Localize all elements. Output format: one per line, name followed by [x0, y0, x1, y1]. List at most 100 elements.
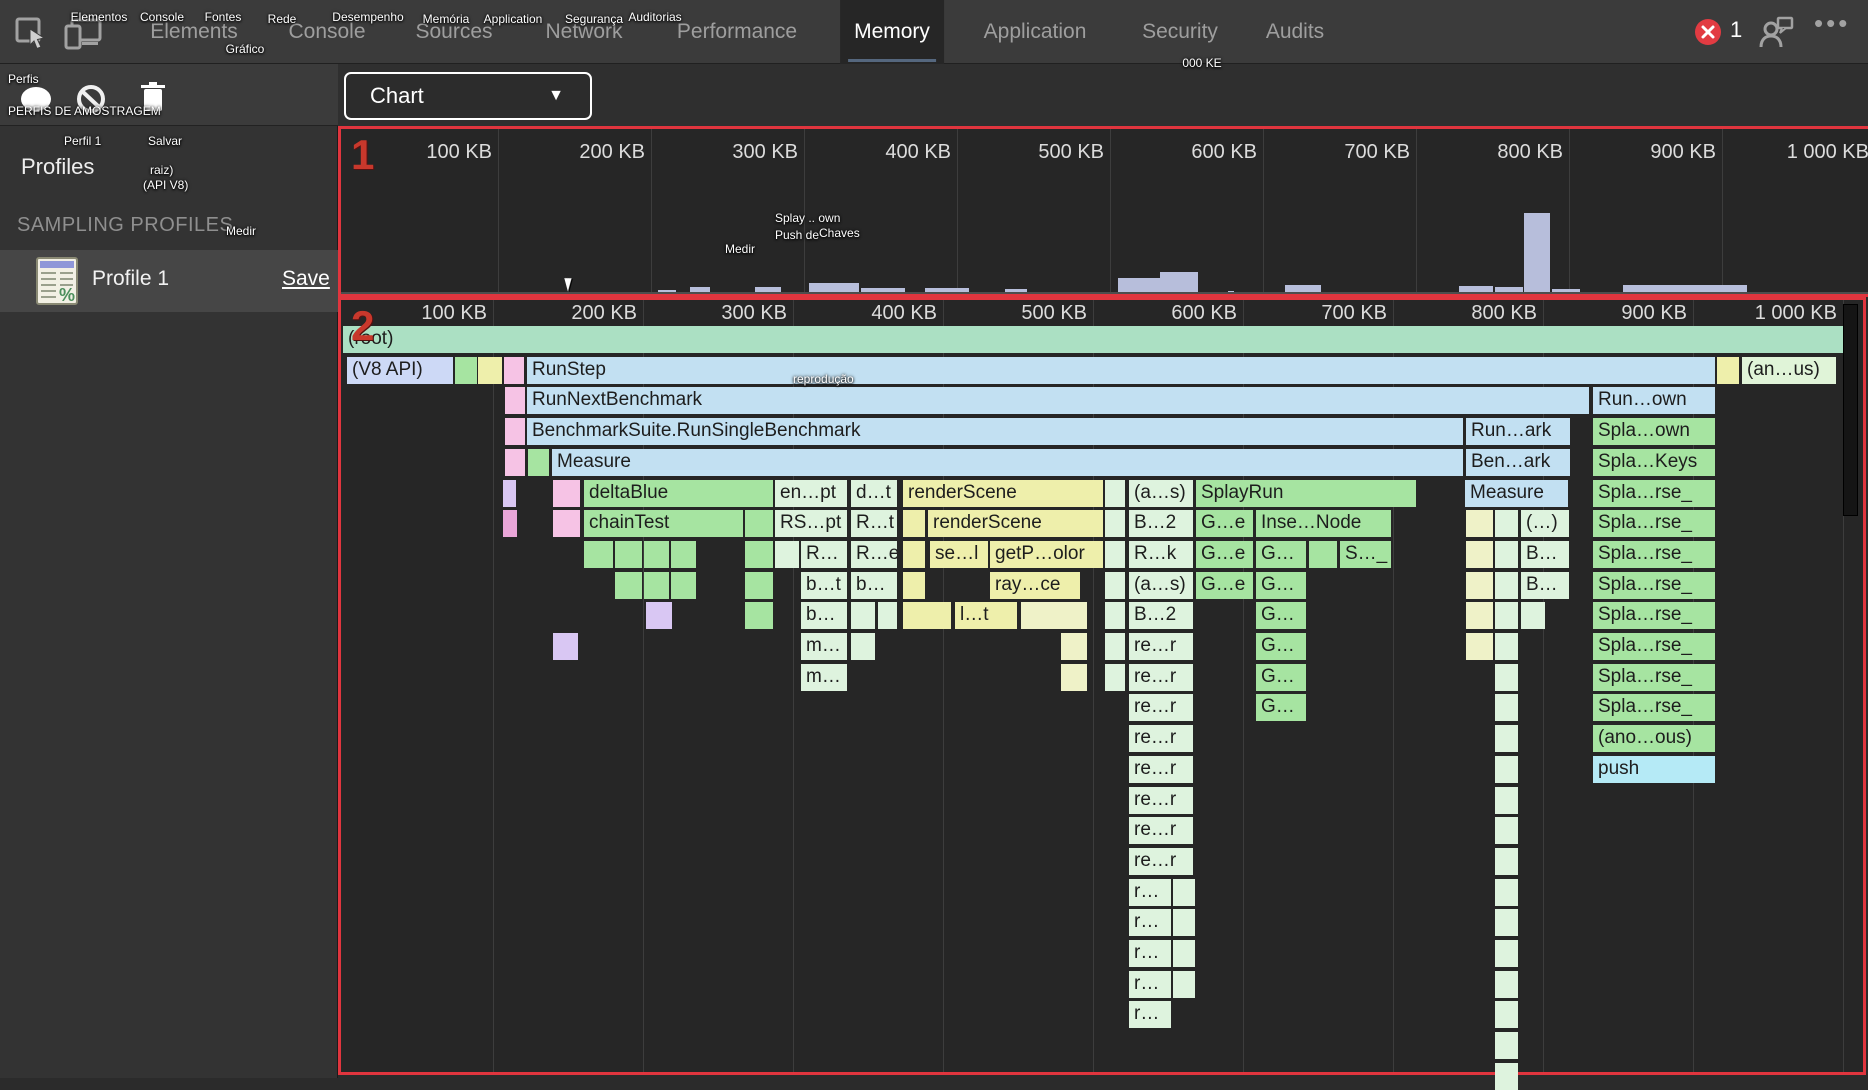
tab-application[interactable]: Application — [983, 20, 1087, 43]
flame-block[interactable] — [1466, 510, 1493, 538]
flame-block[interactable]: Inse…Node — [1256, 510, 1391, 538]
flame-block[interactable] — [1173, 970, 1195, 998]
vertical-scrollbar-thumb[interactable] — [1843, 304, 1858, 516]
flame-block[interactable]: Spla…rse_ — [1593, 633, 1715, 660]
flame-block[interactable] — [1495, 847, 1518, 875]
flame-block[interactable]: G… — [1256, 663, 1306, 691]
flame-block[interactable] — [1521, 602, 1545, 630]
flame-block[interactable] — [1309, 540, 1337, 568]
flame-block[interactable] — [553, 633, 578, 660]
flame-block[interactable] — [644, 540, 669, 568]
flame-block[interactable]: re…r — [1129, 725, 1193, 753]
flame-block[interactable] — [505, 418, 525, 446]
flame-block[interactable]: r… — [1129, 909, 1171, 937]
flame-block[interactable]: Spla…rse_ — [1593, 540, 1715, 568]
flame-block[interactable] — [1466, 633, 1493, 660]
flame-block[interactable] — [1495, 909, 1518, 937]
flame-block[interactable]: B…2 — [1129, 602, 1193, 630]
flame-block[interactable]: re…r — [1129, 663, 1193, 691]
flame-block[interactable] — [478, 356, 502, 384]
flame-block[interactable]: (an…us) — [1742, 356, 1836, 384]
trash-icon[interactable] — [140, 81, 166, 113]
flame-block[interactable]: SplayRun — [1196, 479, 1416, 507]
flame-block[interactable]: R…t — [851, 510, 897, 538]
flame-block[interactable]: B… — [1521, 540, 1569, 568]
flame-block[interactable] — [1105, 510, 1125, 538]
flame-block[interactable] — [1173, 909, 1195, 937]
flame-block[interactable] — [1173, 878, 1195, 906]
flame-block[interactable] — [1495, 633, 1518, 660]
flame-block[interactable]: getP…olor — [990, 540, 1103, 568]
flame-block[interactable]: b…t — [801, 571, 847, 599]
flame-block[interactable]: re…r — [1129, 694, 1193, 722]
flame-block[interactable] — [745, 571, 773, 599]
profile-list-item[interactable]: % Profile 1 Save — [0, 250, 338, 312]
flame-block[interactable] — [1717, 356, 1739, 384]
flame-block[interactable]: Spla…rse_ — [1593, 571, 1715, 599]
flame-block[interactable]: R…e — [851, 540, 897, 568]
flame-block[interactable] — [1495, 571, 1518, 599]
flame-block[interactable]: G… — [1256, 571, 1306, 599]
flame-block[interactable] — [505, 387, 525, 415]
tab-memory[interactable]: Memory — [840, 0, 944, 64]
flame-block[interactable]: re…r — [1129, 633, 1193, 660]
flame-block[interactable] — [1495, 510, 1518, 538]
flame-block[interactable] — [903, 602, 951, 630]
clear-profiles-icon[interactable] — [76, 84, 106, 114]
flame-block[interactable] — [1495, 1001, 1518, 1029]
tab-console[interactable]: Console — [288, 20, 366, 43]
flame-block[interactable] — [878, 602, 897, 630]
flame-block[interactable]: G…e — [1196, 540, 1253, 568]
flame-block[interactable]: Run…ark — [1466, 418, 1570, 446]
flame-block[interactable]: r… — [1129, 1001, 1171, 1029]
view-select[interactable]: Chart ▼ — [344, 72, 592, 120]
flame-block[interactable] — [553, 510, 580, 538]
flame-block[interactable]: Spla…own — [1593, 418, 1715, 446]
flame-block[interactable] — [1495, 970, 1518, 998]
flame-block[interactable]: b… — [801, 602, 847, 630]
flame-block[interactable] — [1495, 663, 1518, 691]
flame-block[interactable] — [1021, 602, 1087, 630]
flame-block[interactable]: ray…ce — [990, 571, 1080, 599]
flame-block[interactable]: (V8 API) — [347, 356, 453, 384]
flame-block[interactable]: G… — [1256, 694, 1306, 722]
flame-block[interactable]: B…2 — [1129, 510, 1193, 538]
flame-block[interactable]: re…r — [1129, 847, 1193, 875]
flame-block[interactable] — [1105, 571, 1125, 599]
flame-block[interactable]: G… — [1256, 602, 1306, 630]
flame-block[interactable]: renderScene — [928, 510, 1103, 538]
flame-block[interactable]: (a…s) — [1129, 479, 1193, 507]
flame-block[interactable] — [1495, 540, 1518, 568]
flame-block[interactable] — [1495, 1032, 1518, 1060]
flame-block[interactable]: G… — [1256, 540, 1306, 568]
flame-block[interactable] — [1173, 940, 1195, 967]
flame-block[interactable] — [1105, 479, 1125, 507]
flame-block[interactable]: re…r — [1129, 755, 1193, 783]
flame-block[interactable]: Spla…rse_ — [1593, 602, 1715, 630]
flame-block[interactable] — [851, 602, 875, 630]
flame-block[interactable] — [903, 510, 925, 538]
flame-block[interactable]: RunStep — [527, 356, 1715, 384]
save-profile-link[interactable]: Save — [282, 267, 330, 290]
flame-block[interactable] — [1495, 694, 1518, 722]
flame-block[interactable] — [671, 571, 696, 599]
flame-block[interactable] — [504, 356, 524, 384]
tab-performance[interactable]: Performance — [676, 20, 798, 43]
flame-block[interactable]: R…k — [1129, 540, 1193, 568]
flame-block[interactable]: BenchmarkSuite.RunSingleBenchmark — [527, 418, 1463, 446]
flame-block[interactable]: en…pt — [775, 479, 847, 507]
flame-block[interactable]: renderScene — [903, 479, 1103, 507]
flame-block[interactable]: Spla…rse_ — [1593, 694, 1715, 722]
flame-block[interactable]: Ben…ark — [1466, 448, 1570, 476]
flame-block[interactable] — [1495, 786, 1518, 814]
flame-block[interactable] — [1495, 725, 1518, 753]
flame-block[interactable]: (ano…ous) — [1593, 725, 1715, 753]
flame-block[interactable]: r… — [1129, 940, 1171, 967]
tab-security[interactable]: Security — [1142, 20, 1218, 43]
feedback-icon[interactable] — [1758, 16, 1794, 48]
memory-overview-region[interactable]: 1 100 KB 200 KB 300 KB 400 KB 500 KB 600 KB 70… — [338, 126, 1868, 297]
record-profile-icon[interactable] — [20, 86, 52, 112]
flame-block[interactable]: r… — [1129, 878, 1171, 906]
flame-block[interactable] — [1105, 540, 1125, 568]
tab-audits[interactable]: Audits — [1265, 20, 1325, 43]
